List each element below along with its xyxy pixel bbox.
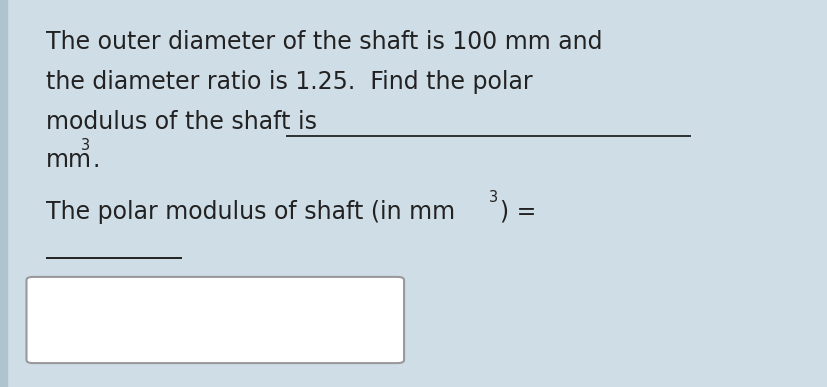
Text: 3: 3 [81,138,90,153]
Text: 3: 3 [488,190,497,205]
Text: modulus of the shaft is: modulus of the shaft is [45,110,316,134]
Text: ) =: ) = [500,200,536,224]
Text: .: . [93,148,100,172]
FancyBboxPatch shape [26,277,404,363]
Text: The polar modulus of shaft (in mm: The polar modulus of shaft (in mm [45,200,454,224]
Text: mm: mm [45,148,92,172]
Text: the diameter ratio is 1.25.  Find the polar: the diameter ratio is 1.25. Find the pol… [45,70,532,94]
Bar [0,0,7,387]
Text: The outer diameter of the shaft is 100 mm and: The outer diameter of the shaft is 100 m… [45,30,601,54]
